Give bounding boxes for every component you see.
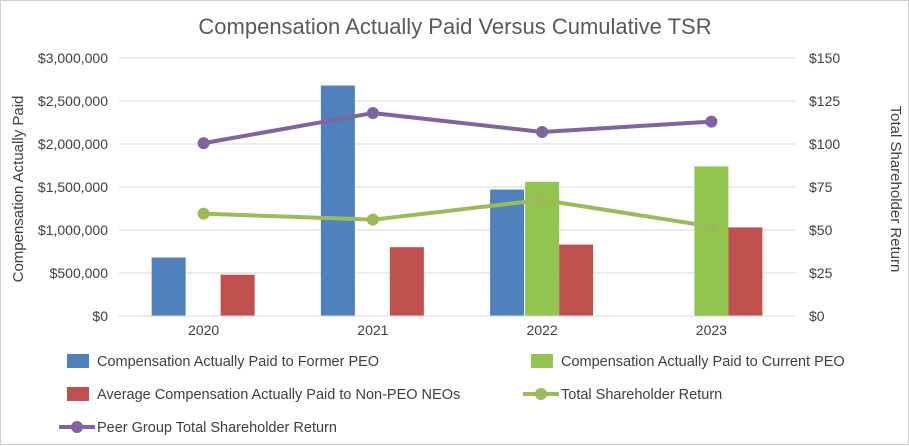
legend-swatch xyxy=(67,354,89,368)
line-total-shareholder-return xyxy=(203,197,712,229)
right-tick-label: $125 xyxy=(809,93,840,109)
gridlines xyxy=(119,57,796,274)
left-tick-label: $1,000,000 xyxy=(38,222,108,238)
legend: Compensation Actually Paid to Former PEO… xyxy=(59,354,845,436)
x-tick-label: 2021 xyxy=(357,322,388,338)
left-tick-label: $2,000,000 xyxy=(38,136,108,152)
bar-average-compensation-actually-paid-to-non-peo-neos-2021 xyxy=(389,247,424,316)
legend-label: Total Shareholder Return xyxy=(561,387,722,403)
point-peer-group-total-shareholder-return-2020 xyxy=(197,137,210,150)
bar-compensation-actually-paid-to-former-peo-2020 xyxy=(151,257,186,316)
right-tick-label: $150 xyxy=(809,50,840,66)
legend-item: Average Compensation Actually Paid to No… xyxy=(67,387,460,403)
legend-swatch xyxy=(531,354,553,368)
bar-series-group xyxy=(151,85,763,317)
x-tick-label: 2023 xyxy=(696,322,727,338)
legend-item: Compensation Actually Paid to Current PE… xyxy=(531,354,845,370)
legend-label: Compensation Actually Paid to Former PEO xyxy=(97,354,379,370)
point-total-shareholder-return-2020 xyxy=(197,207,210,220)
legend-label: Average Compensation Actually Paid to No… xyxy=(97,387,460,403)
chart-title: Compensation Actually Paid Versus Cumula… xyxy=(198,14,711,39)
x-tick-label: 2022 xyxy=(527,322,558,338)
left-tick-label: $1,500,000 xyxy=(38,179,108,195)
x-axis-ticks: 2020 2021 2022 2023 xyxy=(188,322,727,338)
point-total-shareholder-return-2023 xyxy=(705,220,718,233)
right-axis-title: Total Shareholder Return xyxy=(887,106,904,273)
bar-compensation-actually-paid-to-former-peo-2022 xyxy=(490,189,525,316)
legend-item: Peer Group Total Shareholder Return xyxy=(59,420,337,436)
right-tick-label: $75 xyxy=(809,179,833,195)
line-peer-group-total-shareholder-return xyxy=(203,111,712,146)
left-tick-label: $2,500,000 xyxy=(38,93,108,109)
legend-label: Peer Group Total Shareholder Return xyxy=(97,420,337,436)
point-peer-group-total-shareholder-return-2021 xyxy=(366,107,379,120)
point-total-shareholder-return-2021 xyxy=(366,213,379,226)
x-tick-label: 2020 xyxy=(188,322,219,338)
right-tick-label: $100 xyxy=(809,136,840,152)
bar-average-compensation-actually-paid-to-non-peo-neos-2020 xyxy=(220,274,255,316)
legend-label: Compensation Actually Paid to Current PE… xyxy=(561,354,845,370)
bar-compensation-actually-paid-to-current-peo-2023 xyxy=(694,166,729,316)
bar-compensation-actually-paid-to-former-peo-2021 xyxy=(320,85,355,317)
legend-marker xyxy=(535,388,547,400)
point-peer-group-total-shareholder-return-2022 xyxy=(536,125,549,138)
legend-item: Compensation Actually Paid to Former PEO xyxy=(67,354,379,370)
right-tick-label: $25 xyxy=(809,265,833,281)
left-tick-label: $0 xyxy=(92,308,108,324)
left-tick-label: $3,000,000 xyxy=(38,50,108,66)
right-axis-ticks: $0 $25 $50 $75 $100 $125 $150 xyxy=(809,50,840,324)
legend-swatch xyxy=(67,387,89,401)
point-peer-group-total-shareholder-return-2023 xyxy=(705,115,718,128)
line-series-group xyxy=(197,107,718,233)
left-axis-ticks: $0 $500,000 $1,000,000 $1,500,000 $2,000,000… xyxy=(38,50,108,324)
right-tick-label: $0 xyxy=(809,308,825,324)
legend-item: Total Shareholder Return xyxy=(523,387,722,403)
left-axis-title: Compensation Actually Paid xyxy=(10,96,27,283)
bar-average-compensation-actually-paid-to-non-peo-neos-2022 xyxy=(559,244,594,316)
right-tick-label: $50 xyxy=(809,222,833,238)
legend-marker xyxy=(71,421,83,433)
bar-average-compensation-actually-paid-to-non-peo-neos-2023 xyxy=(728,227,763,316)
point-total-shareholder-return-2022 xyxy=(536,193,549,206)
left-tick-label: $500,000 xyxy=(50,265,109,281)
